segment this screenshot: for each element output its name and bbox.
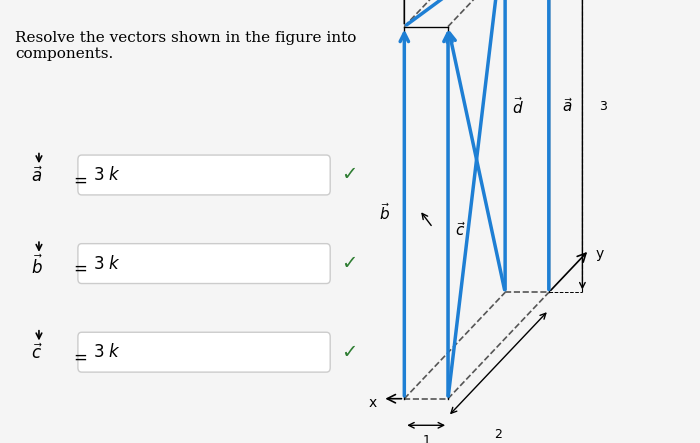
Text: ✓: ✓ xyxy=(342,343,358,361)
Text: 3 $k$: 3 $k$ xyxy=(92,255,121,272)
Text: $=$: $=$ xyxy=(71,348,88,365)
Text: $\vec{d}$: $\vec{d}$ xyxy=(512,96,524,117)
Text: $=$: $=$ xyxy=(71,259,88,277)
FancyBboxPatch shape xyxy=(78,244,330,284)
Text: $\vec{b}$: $\vec{b}$ xyxy=(31,255,43,278)
Text: $=$: $=$ xyxy=(71,171,88,188)
Text: 3 $k$: 3 $k$ xyxy=(92,343,121,361)
Text: ✓: ✓ xyxy=(342,166,358,184)
FancyBboxPatch shape xyxy=(78,155,330,195)
Text: 3 $k$: 3 $k$ xyxy=(92,166,121,184)
Text: x: x xyxy=(368,396,377,410)
Text: 2: 2 xyxy=(494,427,503,441)
Text: 3: 3 xyxy=(599,100,607,113)
Text: 1: 1 xyxy=(422,434,430,443)
Text: ✓: ✓ xyxy=(342,254,358,273)
Text: Resolve the vectors shown in the figure into
components.: Resolve the vectors shown in the figure … xyxy=(15,31,356,61)
Text: $\vec{a}$: $\vec{a}$ xyxy=(562,97,573,115)
Text: y: y xyxy=(595,247,603,261)
Text: $\vec{a}$: $\vec{a}$ xyxy=(31,166,43,186)
Text: $\vec{c}$: $\vec{c}$ xyxy=(455,222,466,239)
Text: $\vec{b}$: $\vec{b}$ xyxy=(379,202,390,223)
Text: $\vec{c}$: $\vec{c}$ xyxy=(32,343,43,363)
FancyBboxPatch shape xyxy=(78,332,330,372)
